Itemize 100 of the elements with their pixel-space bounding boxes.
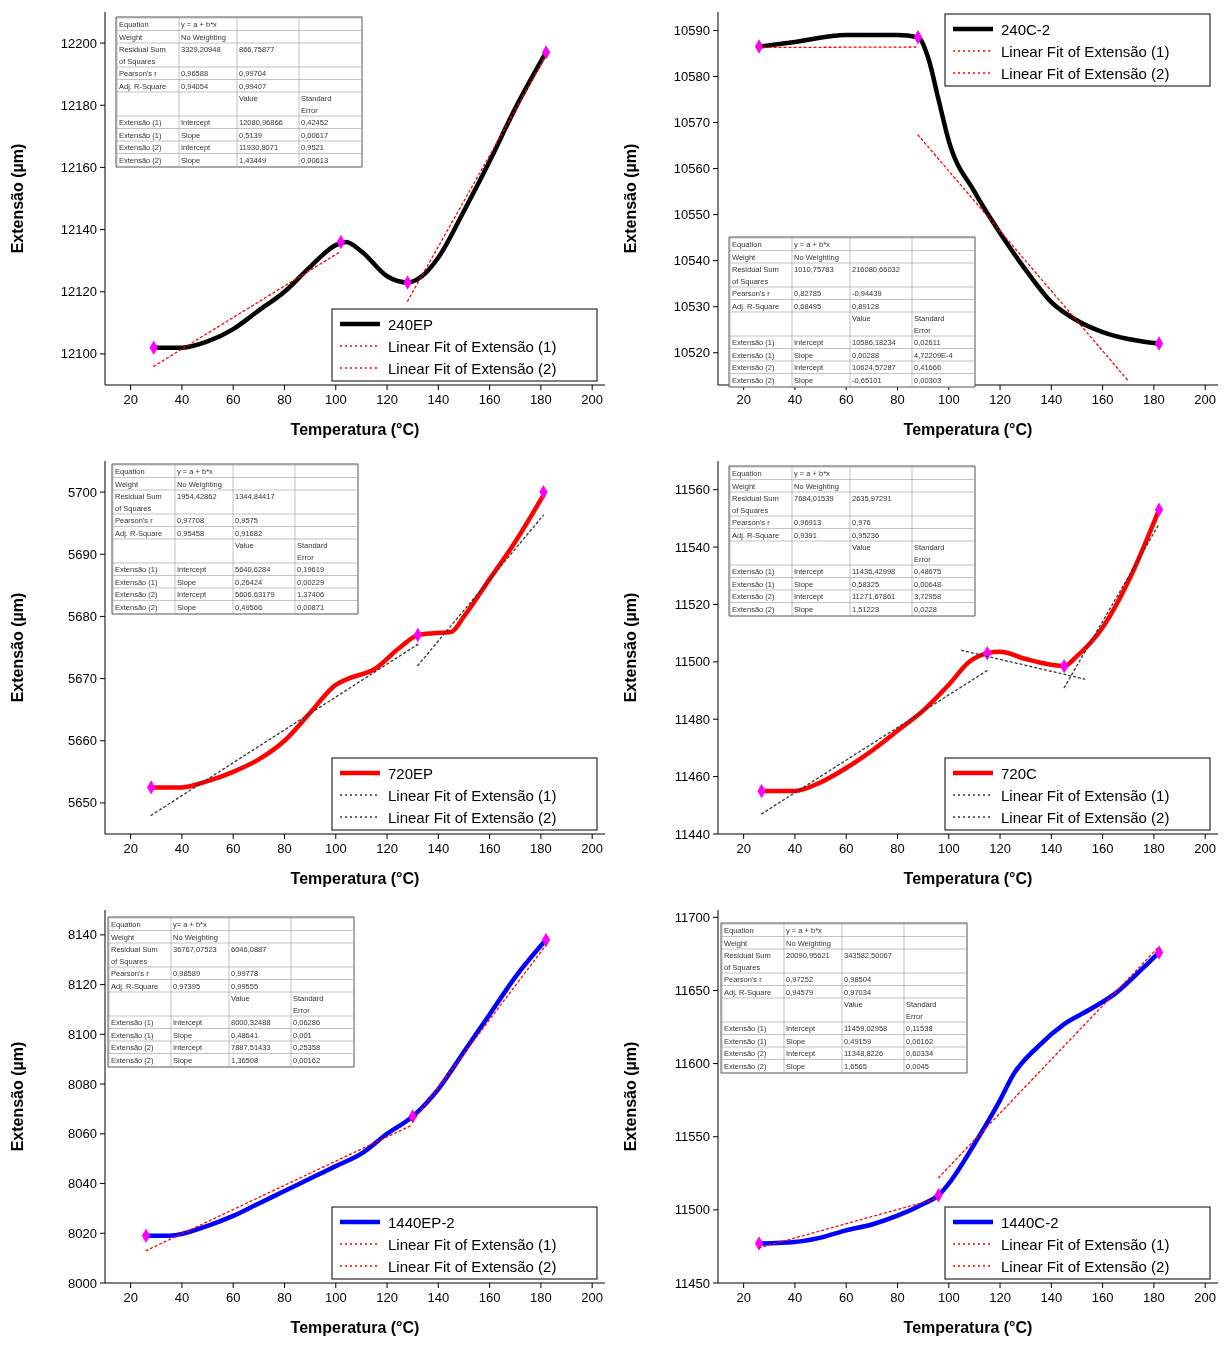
x-tick-label: 80	[277, 392, 292, 407]
x-tick-label: 160	[1091, 1290, 1114, 1305]
legend-label: 1440C-2	[1001, 1213, 1059, 1231]
legend-label: 720EP	[388, 764, 434, 782]
x-tick-label: 100	[324, 841, 347, 856]
legend-label: Linear Fit of Extensão (2)	[1001, 64, 1170, 82]
x-tick-label: 60	[838, 392, 854, 407]
x-tick-label: 180	[1143, 1290, 1165, 1305]
y-tick-label: 8040	[68, 1176, 97, 1192]
y-tick-label: 11440	[674, 826, 710, 842]
x-tick-label: 60	[225, 392, 241, 407]
x-tick-label: 100	[937, 841, 960, 856]
x-tick-label: 160	[1091, 392, 1114, 407]
y-axis-title: Extensão (µm)	[622, 1041, 639, 1152]
x-tick-label: 20	[123, 841, 138, 856]
x-tick-label: 20	[123, 392, 138, 407]
y-tick-label: 8000	[68, 1275, 97, 1291]
x-tick-label: 40	[787, 1290, 803, 1305]
legend-label: Linear Fit of Extensão (1)	[388, 1235, 557, 1253]
x-tick-label: 120	[989, 1290, 1011, 1305]
x-tick-label: 80	[277, 841, 292, 856]
legend-label: Linear Fit of Extensão (2)	[1001, 808, 1170, 826]
y-tick-label: 11500	[674, 1202, 710, 1218]
legend-label: Linear Fit of Extensão (2)	[1001, 1257, 1170, 1275]
y-tick-label: 10530	[673, 299, 710, 315]
y-axis-title: Extensão (µm)	[622, 592, 639, 703]
y-tick-label: 8140	[68, 927, 97, 943]
x-tick-label: 160	[478, 841, 501, 856]
y-tick-label: 5650	[68, 795, 97, 811]
legend-label: 1440EP-2	[388, 1213, 455, 1231]
x-axis-title: Temperatura (°C)	[290, 870, 420, 887]
legend-label: Linear Fit of Extensão (1)	[388, 337, 557, 355]
x-tick-label: 40	[787, 392, 803, 407]
x-tick-label: 180	[1143, 841, 1165, 856]
x-axis-title: Temperatura (°C)	[903, 1319, 1033, 1336]
y-tick-label: 11700	[674, 909, 710, 925]
x-tick-label: 120	[989, 392, 1011, 407]
y-tick-label: 8020	[68, 1225, 97, 1241]
y-tick-label: 5690	[68, 546, 97, 562]
x-tick-label: 140	[427, 1290, 450, 1305]
x-tick-label: 140	[1040, 392, 1063, 407]
x-tick-label: 200	[1194, 392, 1217, 407]
x-tick-label: 40	[174, 392, 190, 407]
legend-label: 720C	[1001, 764, 1038, 782]
y-tick-label: 10540	[673, 253, 710, 269]
x-tick-label: 60	[225, 841, 241, 856]
x-tick-label: 20	[736, 1290, 751, 1305]
y-tick-label: 5670	[68, 671, 97, 687]
x-tick-label: 40	[174, 1290, 190, 1305]
y-tick-label: 12140	[60, 222, 97, 238]
x-tick-label: 120	[376, 841, 398, 856]
x-tick-label: 20	[736, 841, 751, 856]
y-axis-title: Extensão (µm)	[9, 592, 26, 703]
x-tick-label: 180	[530, 1290, 552, 1305]
y-tick-label: 11550	[674, 1129, 710, 1145]
x-tick-label: 80	[890, 1290, 905, 1305]
x-tick-label: 100	[324, 1290, 347, 1305]
y-tick-label: 5700	[68, 484, 97, 500]
y-tick-label: 12200	[60, 35, 97, 51]
y-tick-label: 10590	[673, 22, 710, 38]
y-tick-label: 8100	[68, 1026, 97, 1042]
y-tick-label: 11650	[674, 982, 710, 998]
legend-label: Linear Fit of Extensão (2)	[388, 808, 557, 826]
x-tick-label: 20	[736, 392, 751, 407]
y-tick-label: 10550	[673, 207, 710, 223]
y-tick-label: 12180	[60, 97, 97, 113]
y-tick-label: 10580	[673, 68, 710, 84]
y-tick-label: 11450	[674, 1275, 710, 1291]
y-tick-label: 10560	[673, 161, 710, 177]
y-tick-label: 11520	[674, 596, 710, 612]
y-tick-label: 11540	[674, 539, 710, 555]
x-tick-label: 160	[1091, 841, 1114, 856]
x-tick-label: 160	[478, 1290, 501, 1305]
y-tick-label: 12120	[60, 284, 97, 300]
y-axis-title: Extensão (µm)	[9, 143, 26, 254]
y-tick-label: 10520	[673, 345, 710, 361]
y-tick-label: 5660	[68, 733, 97, 749]
x-tick-label: 140	[1040, 1290, 1063, 1305]
legend-label: Linear Fit of Extensão (1)	[1001, 42, 1170, 60]
x-tick-label: 20	[123, 1290, 138, 1305]
y-tick-label: 8120	[68, 977, 97, 993]
x-tick-label: 120	[989, 841, 1011, 856]
x-tick-label: 120	[376, 1290, 398, 1305]
x-tick-label: 120	[376, 392, 398, 407]
y-tick-label: 12100	[60, 346, 97, 362]
x-axis-title: Temperatura (°C)	[903, 870, 1033, 887]
y-tick-label: 8080	[68, 1076, 97, 1092]
x-tick-label: 200	[581, 392, 604, 407]
x-tick-label: 180	[1143, 392, 1165, 407]
x-tick-label: 100	[937, 392, 960, 407]
x-tick-label: 160	[478, 392, 501, 407]
x-tick-label: 40	[787, 841, 803, 856]
x-tick-label: 200	[1194, 1290, 1217, 1305]
x-tick-label: 200	[581, 841, 604, 856]
y-tick-label: 11480	[674, 711, 710, 727]
legend-label: Linear Fit of Extensão (2)	[388, 359, 557, 377]
y-tick-label: 12160	[60, 159, 97, 175]
y-axis-title: Extensão (µm)	[9, 1041, 26, 1152]
x-axis-title: Temperatura (°C)	[290, 421, 420, 438]
x-tick-label: 200	[581, 1290, 604, 1305]
